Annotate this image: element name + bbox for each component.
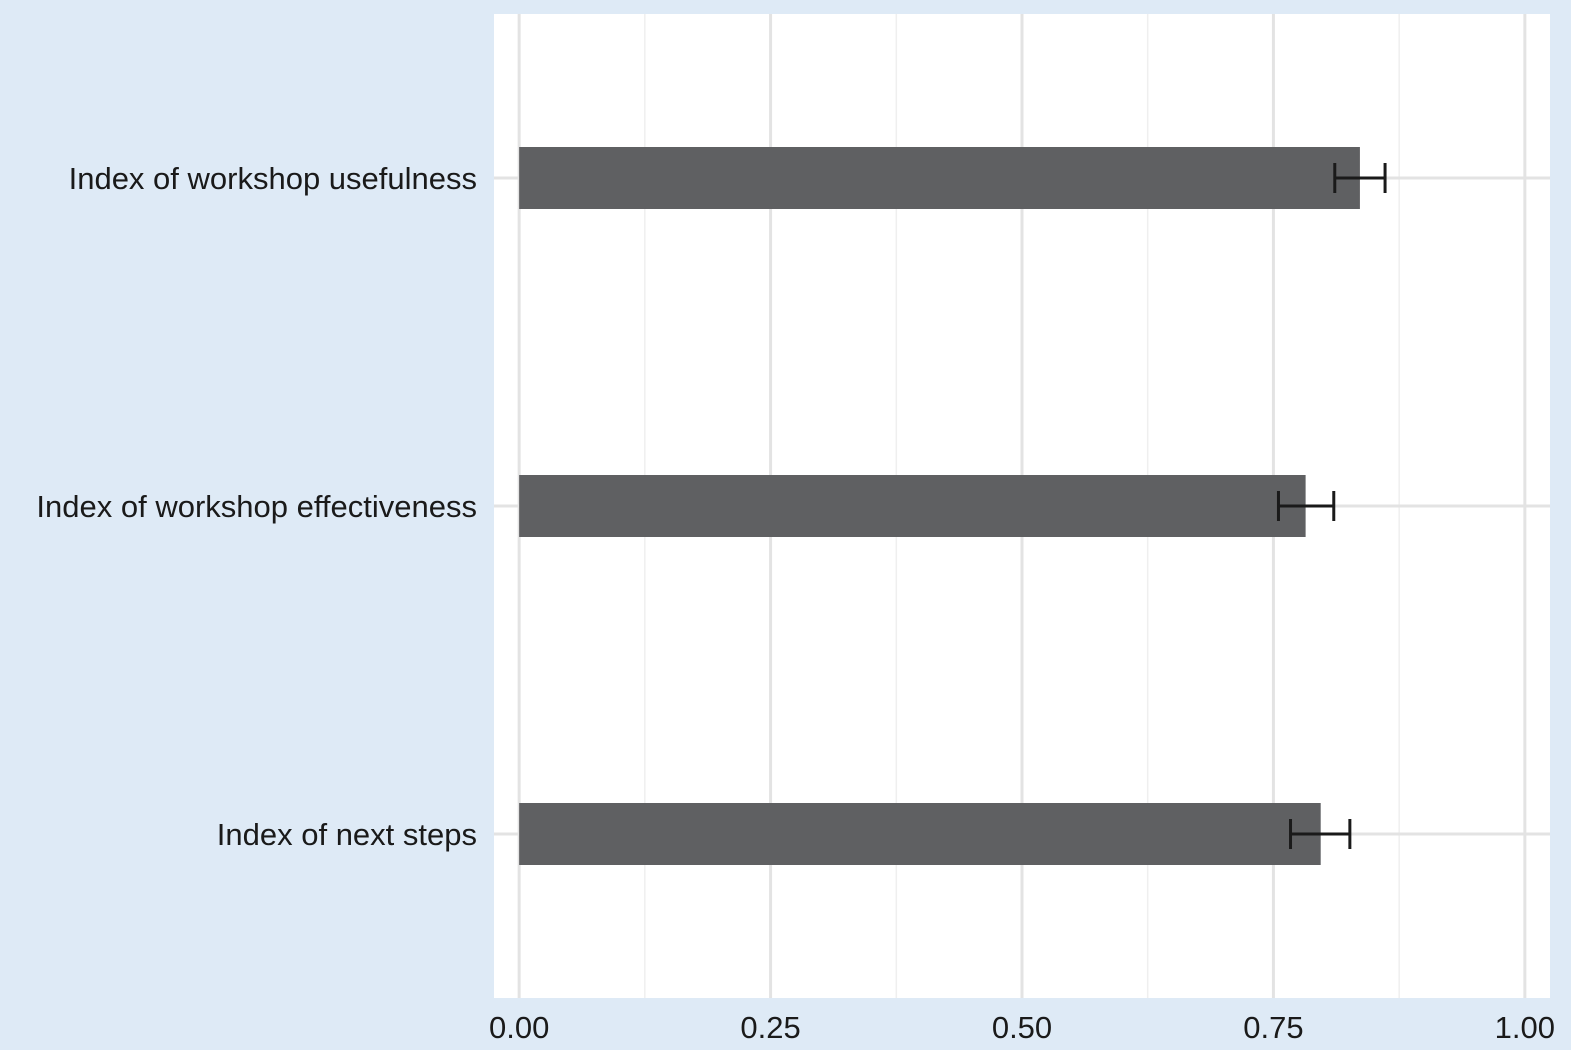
x-tick-label: 1.00 — [1495, 1010, 1555, 1045]
bar — [519, 147, 1360, 209]
x-tick-label: 0.00 — [489, 1010, 549, 1045]
bars-group — [519, 147, 1360, 865]
x-tick-label: 0.75 — [1243, 1010, 1303, 1045]
bar — [519, 803, 1321, 865]
x-tick-label: 0.50 — [992, 1010, 1052, 1045]
error-bar — [1333, 163, 1387, 193]
error-bars-group — [1276, 163, 1387, 849]
category-label: Index of workshop usefulness — [69, 161, 477, 196]
category-label: Index of next steps — [217, 817, 477, 852]
x-tick-label: 0.25 — [740, 1010, 800, 1045]
bar — [519, 475, 1306, 537]
category-labels: Index of workshop usefulness Index of wor… — [36, 161, 477, 852]
x-tick-labels: 0.00 0.25 0.50 0.75 1.00 — [489, 1010, 1555, 1045]
error-bar — [1289, 819, 1352, 849]
error-bar — [1276, 491, 1336, 521]
category-label: Index of workshop effectiveness — [36, 489, 477, 524]
